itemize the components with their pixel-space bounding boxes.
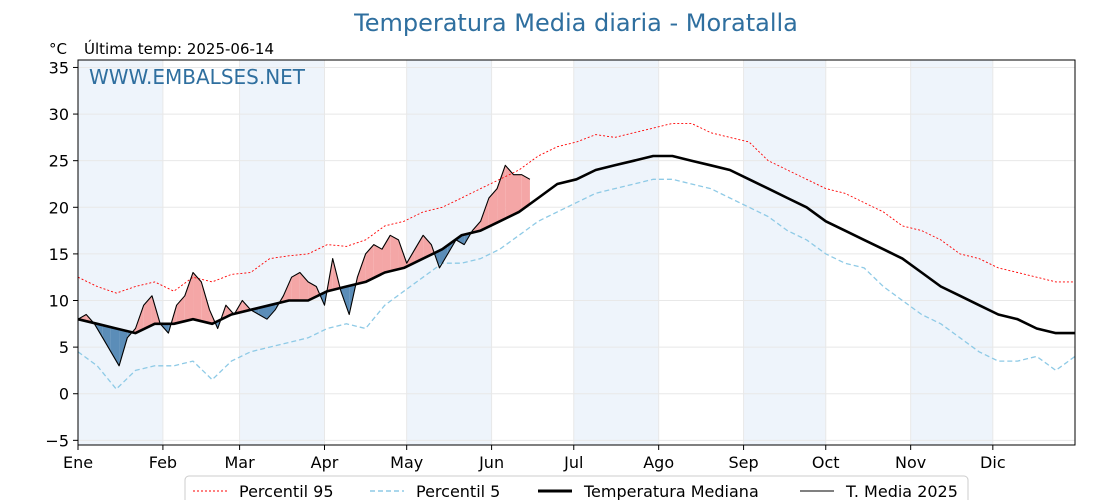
x-tick-label: May: [390, 453, 423, 472]
plot-frame: [77, 59, 1076, 446]
y-tick-label: 0: [59, 385, 69, 404]
anomaly-fill: [390, 235, 399, 272]
anomaly-fill: [423, 235, 432, 259]
y-tick-label: 15: [49, 245, 69, 264]
anomaly-fill: [201, 281, 210, 324]
y-tick-label: 20: [49, 198, 69, 217]
x-tick-label: Dic: [980, 453, 1006, 472]
month-shade-Nov: [910, 60, 993, 445]
month-shade-Mar: [239, 60, 325, 445]
last-temp-label: Última temp: 2025-06-14: [84, 39, 274, 58]
legend-label-p95: Percentil 95: [239, 482, 334, 500]
month-shade-Sep: [743, 60, 826, 445]
anomaly-fill: [488, 188, 498, 227]
x-tick-label: Jul: [563, 453, 583, 472]
y-axis-ticks: −5 0 5 10 15 20 25 30 35: [45, 58, 78, 450]
y-axis-unit: °C: [49, 40, 67, 58]
anomaly-fill: [184, 272, 194, 322]
series-lines: [77, 122, 1076, 390]
legend-label-median: Temperatura Mediana: [583, 482, 759, 500]
anomaly-fill: [176, 295, 185, 324]
x-tick-label: Nov: [895, 453, 926, 472]
x-tick-label: Ene: [63, 453, 93, 472]
x-tick-label: Sep: [729, 453, 759, 472]
y-tick-label: 30: [49, 105, 69, 124]
x-axis-ticks: Ene Feb Mar Apr May Jun Jul Ago Sep Oct Nov Dic: [63, 445, 1006, 472]
legend: Percentil 95 Percentil 5 Temperatura Med…: [184, 475, 969, 500]
x-tick-label: Jun: [478, 453, 504, 472]
anomaly-fill: [266, 303, 276, 320]
series-line-median: [77, 154, 1075, 335]
month-shading: [78, 60, 993, 445]
anomaly-fill: [521, 174, 530, 210]
x-tick-label: Feb: [149, 453, 177, 472]
grid: [77, 60, 1075, 445]
anomaly-fill: [283, 277, 292, 302]
anomaly-fill: [119, 329, 128, 366]
anomaly-fill: [291, 272, 300, 301]
anomaly-fill: [382, 235, 391, 274]
anomaly-fill: [497, 165, 506, 223]
anomaly-fill: [365, 244, 374, 282]
anomaly-fill: [513, 174, 522, 215]
anomaly-fill: [455, 234, 465, 245]
anomaly-fill: [143, 295, 152, 330]
y-tick-label: 5: [59, 338, 69, 357]
watermark: WWW.EMBALSES.NET: [89, 65, 306, 89]
legend-frame: [184, 475, 969, 500]
anomaly-fill: [414, 235, 424, 263]
y-tick-label: 25: [49, 152, 69, 171]
x-tick-label: Mar: [225, 453, 256, 472]
y-tick-label: −5: [45, 431, 69, 450]
x-tick-label: Oct: [812, 453, 840, 472]
legend-label-p5: Percentil 5: [416, 482, 500, 500]
anomaly-fill: [505, 165, 514, 219]
series-line-p5: [77, 178, 1076, 390]
y-tick-label: 10: [49, 292, 69, 311]
anomaly-fill: [373, 244, 383, 278]
month-shade-Jul: [573, 60, 659, 445]
month-shade-Ene: [78, 60, 163, 445]
series-line-current: [77, 164, 531, 367]
anomaly-fill: [480, 197, 489, 231]
x-tick-label: Apr: [311, 453, 339, 472]
anomaly-fill: [110, 327, 120, 366]
y-tick-label: 35: [49, 58, 69, 77]
chart-title: Temperatura Media diaria - Moratalla: [353, 9, 798, 37]
anomaly-fill: [299, 272, 309, 301]
anomaly-fill: [193, 272, 202, 322]
anomaly-fill: [308, 281, 317, 301]
legend-label-current: T. Media 2025: [845, 482, 958, 500]
x-tick-label: Ago: [643, 453, 674, 472]
anomaly-fill: [258, 305, 267, 320]
anomaly-fill: [102, 325, 111, 352]
